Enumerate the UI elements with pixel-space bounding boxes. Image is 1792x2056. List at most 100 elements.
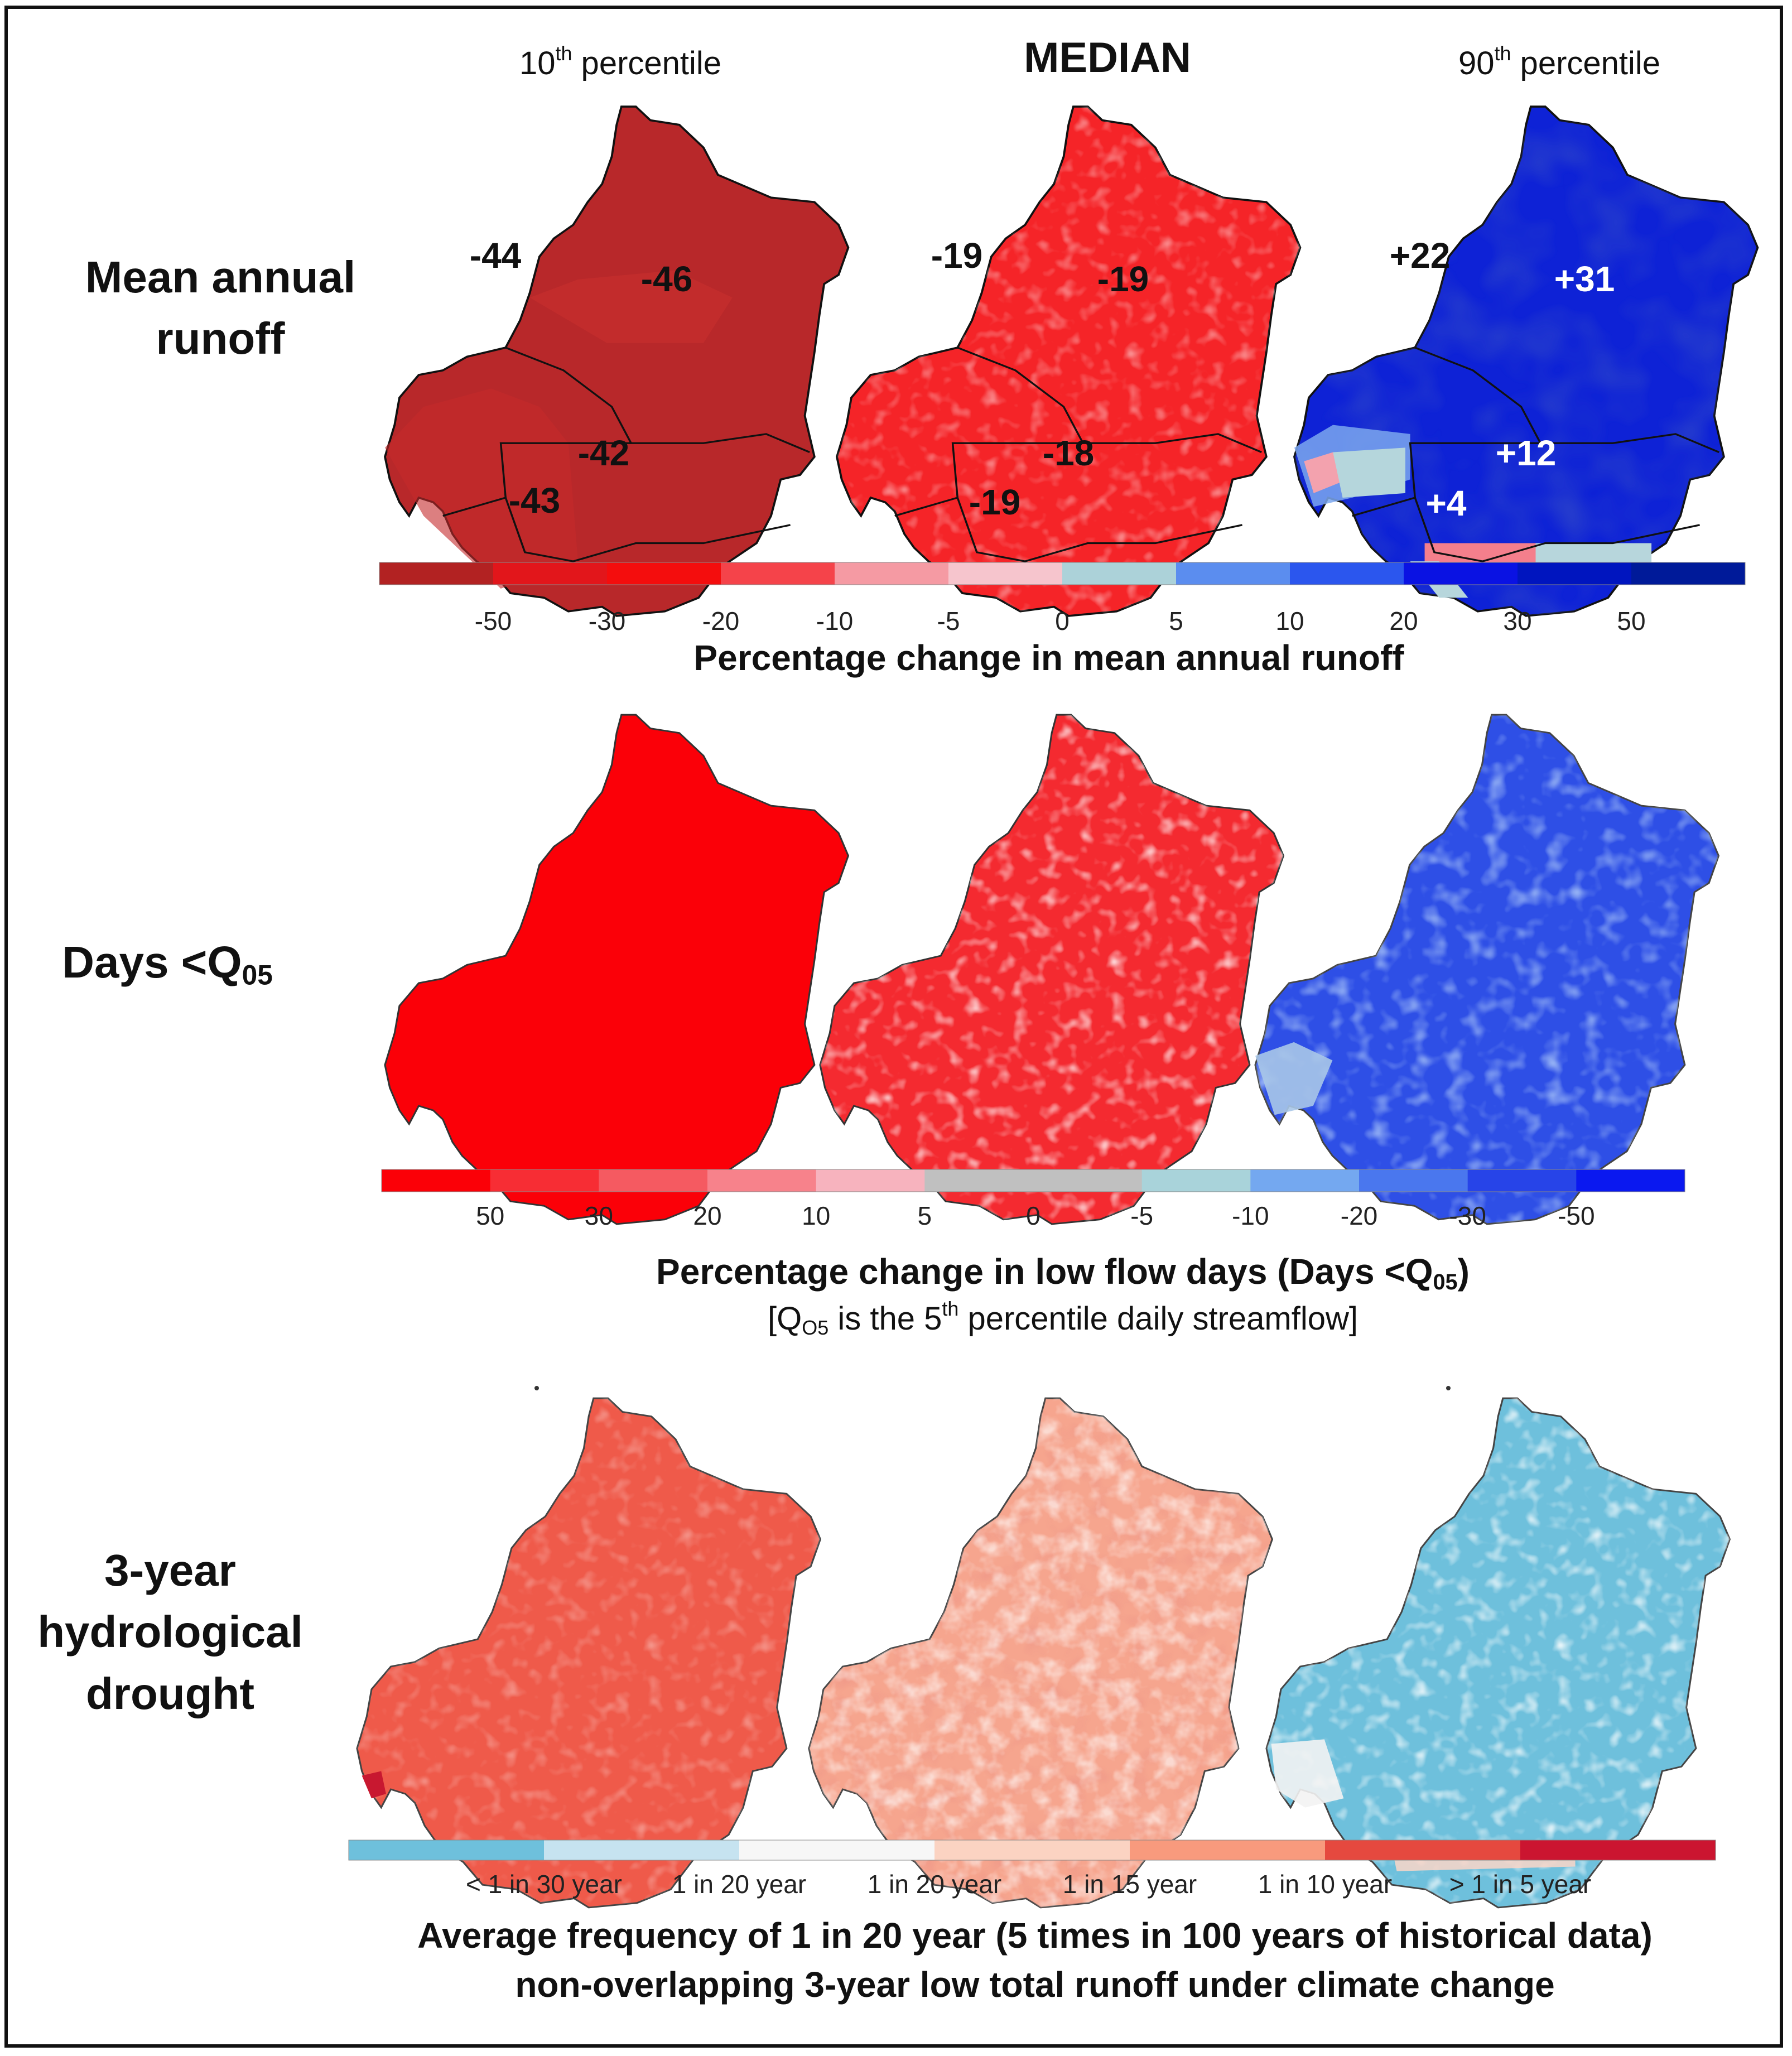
legend-days-subcaption: [QO5 is the 5th percentile daily streamf… xyxy=(768,1297,1358,1339)
legend-tick-label: -5 xyxy=(1130,1201,1154,1230)
legend-tick-label: -30 xyxy=(1449,1201,1486,1230)
legend-color-swatch xyxy=(493,562,608,585)
legend-drought-colorbar xyxy=(348,1840,1716,1861)
figure-border xyxy=(4,6,1783,2048)
legend-color-swatch xyxy=(599,1169,708,1192)
legend-tick-label: 1 in 20 year xyxy=(867,1870,1002,1899)
legend-color-swatch xyxy=(1033,1169,1143,1192)
basin-texture xyxy=(1255,715,1719,1224)
legend-runoff-colorbar xyxy=(379,562,1746,585)
legend-color-swatch xyxy=(1290,562,1404,585)
legend-tick-label: 50 xyxy=(1617,606,1646,635)
region-boundary xyxy=(951,442,1083,498)
legend-outline xyxy=(379,562,1746,585)
legend-color-swatch xyxy=(1141,1169,1251,1192)
value-p90-south: +4 xyxy=(1425,483,1467,523)
map-days-q05-median xyxy=(819,714,1284,1225)
legend-color-swatch xyxy=(1631,562,1746,585)
legend-color-swatch xyxy=(607,562,721,585)
subregion-coast xyxy=(1255,1042,1333,1115)
row-label-mean-annual-runoff: Mean annual runoff xyxy=(85,252,356,364)
row-label-hydrological-drought: 3-year hydrological drought xyxy=(37,1545,303,1718)
value-p90-west: +22 xyxy=(1389,235,1451,276)
legend-tick-label: -20 xyxy=(1340,1201,1378,1230)
subregion-coast xyxy=(1271,1739,1344,1808)
value-median-central: -18 xyxy=(1042,433,1095,473)
legend-drought-caption-line2: non-overlapping 3-year low total runoff … xyxy=(515,1964,1555,2005)
column-header-p10: 10th percentile xyxy=(519,41,722,81)
legend-color-swatch xyxy=(707,1169,817,1192)
value-p90-north: +31 xyxy=(1554,259,1615,299)
legend-tick-label: 5 xyxy=(917,1201,932,1230)
legend-tick-label: 10 xyxy=(1275,606,1304,635)
legend-tick-label: -5 xyxy=(937,606,960,635)
legend-color-swatch xyxy=(1404,562,1518,585)
value-median-south: -19 xyxy=(969,482,1021,522)
legend-color-swatch xyxy=(739,1840,935,1860)
legend-tick-label: 20 xyxy=(1389,606,1418,635)
column-header-median: MEDIAN xyxy=(1024,34,1191,81)
column-header-p90: 90th percentile xyxy=(1458,41,1661,81)
basin-texture xyxy=(1294,107,1758,616)
subregion-north xyxy=(529,270,733,343)
map-runoff-p10 xyxy=(384,105,850,617)
legend-color-swatch xyxy=(934,1840,1130,1860)
legend-tick-label: -10 xyxy=(1232,1201,1269,1230)
legend-tick-label: -50 xyxy=(1558,1201,1595,1230)
legend-tick-label: -10 xyxy=(816,606,854,635)
basin-texture xyxy=(837,107,1300,616)
legend-runoff-caption: Percentage change in mean annual runoff xyxy=(693,638,1404,678)
legend-color-swatch xyxy=(721,562,835,585)
map-drought-p10 xyxy=(356,1397,821,1909)
legend-tick-label: -30 xyxy=(588,606,626,635)
row-label-days-q05: Days <Q05 xyxy=(62,937,273,991)
basin-shape xyxy=(384,714,849,1225)
legend-color-swatch xyxy=(816,1169,925,1192)
legend-color-swatch xyxy=(1518,562,1632,585)
subregion-coast xyxy=(362,1771,386,1799)
legend-tick-label: -50 xyxy=(474,606,512,635)
value-p10-north: -46 xyxy=(640,259,693,299)
legend-color-swatch xyxy=(948,562,1063,585)
legend-color-swatch xyxy=(1576,1169,1685,1192)
subregion-south xyxy=(1424,543,1536,566)
map-runoff-p90 xyxy=(1293,105,1759,617)
legend-tick-label: > 1 in 5 year xyxy=(1449,1870,1592,1899)
value-p10-west: -44 xyxy=(469,235,522,276)
legend-tick-label: 20 xyxy=(693,1201,722,1230)
map-days-q05-p90 xyxy=(1254,714,1719,1225)
legend-days-colorbar xyxy=(381,1169,1685,1192)
legend-color-swatch xyxy=(544,1840,740,1860)
legend-color-swatch xyxy=(349,1840,545,1860)
region-boundary xyxy=(1409,442,1541,498)
value-median-west: -19 xyxy=(931,235,983,276)
basin-texture xyxy=(820,715,1284,1224)
legend-color-swatch xyxy=(1176,562,1290,585)
legend-days-caption: Percentage change in low flow days (Days… xyxy=(656,1251,1470,1294)
value-p10-central: -42 xyxy=(577,433,630,473)
legend-tick-label: 1 in 10 year xyxy=(1258,1870,1393,1899)
legend-color-swatch xyxy=(1062,562,1177,585)
legend-color-swatch xyxy=(1467,1169,1577,1192)
legend-tick-label: 1 in 15 year xyxy=(1062,1870,1197,1899)
map-drought-p90 xyxy=(1265,1397,1731,1909)
map-days-q05-p10 xyxy=(384,714,849,1225)
basin-texture xyxy=(809,1398,1273,1908)
legend-tick-label: 0 xyxy=(1026,1201,1040,1230)
legend-color-swatch xyxy=(835,562,949,585)
legend-outline xyxy=(381,1169,1685,1192)
legend-color-swatch xyxy=(1250,1169,1360,1192)
legend-tick-label: 10 xyxy=(802,1201,831,1230)
legend-drought-caption-line1: Average frequency of 1 in 20 year (5 tim… xyxy=(417,1915,1653,1956)
legend-tick-label: 1 in 20 year xyxy=(672,1870,807,1899)
legend-color-swatch xyxy=(1325,1840,1521,1860)
legend-tick-label: < 1 in 30 year xyxy=(465,1870,623,1899)
legend-tick-label: 50 xyxy=(476,1201,505,1230)
region-boundary xyxy=(505,346,810,453)
basin-texture xyxy=(1266,1398,1730,1908)
legend-tick-label: 5 xyxy=(1169,606,1183,635)
legend-color-swatch xyxy=(490,1169,599,1192)
subregion-southwest xyxy=(385,388,578,589)
map-runoff-median xyxy=(836,105,1302,617)
